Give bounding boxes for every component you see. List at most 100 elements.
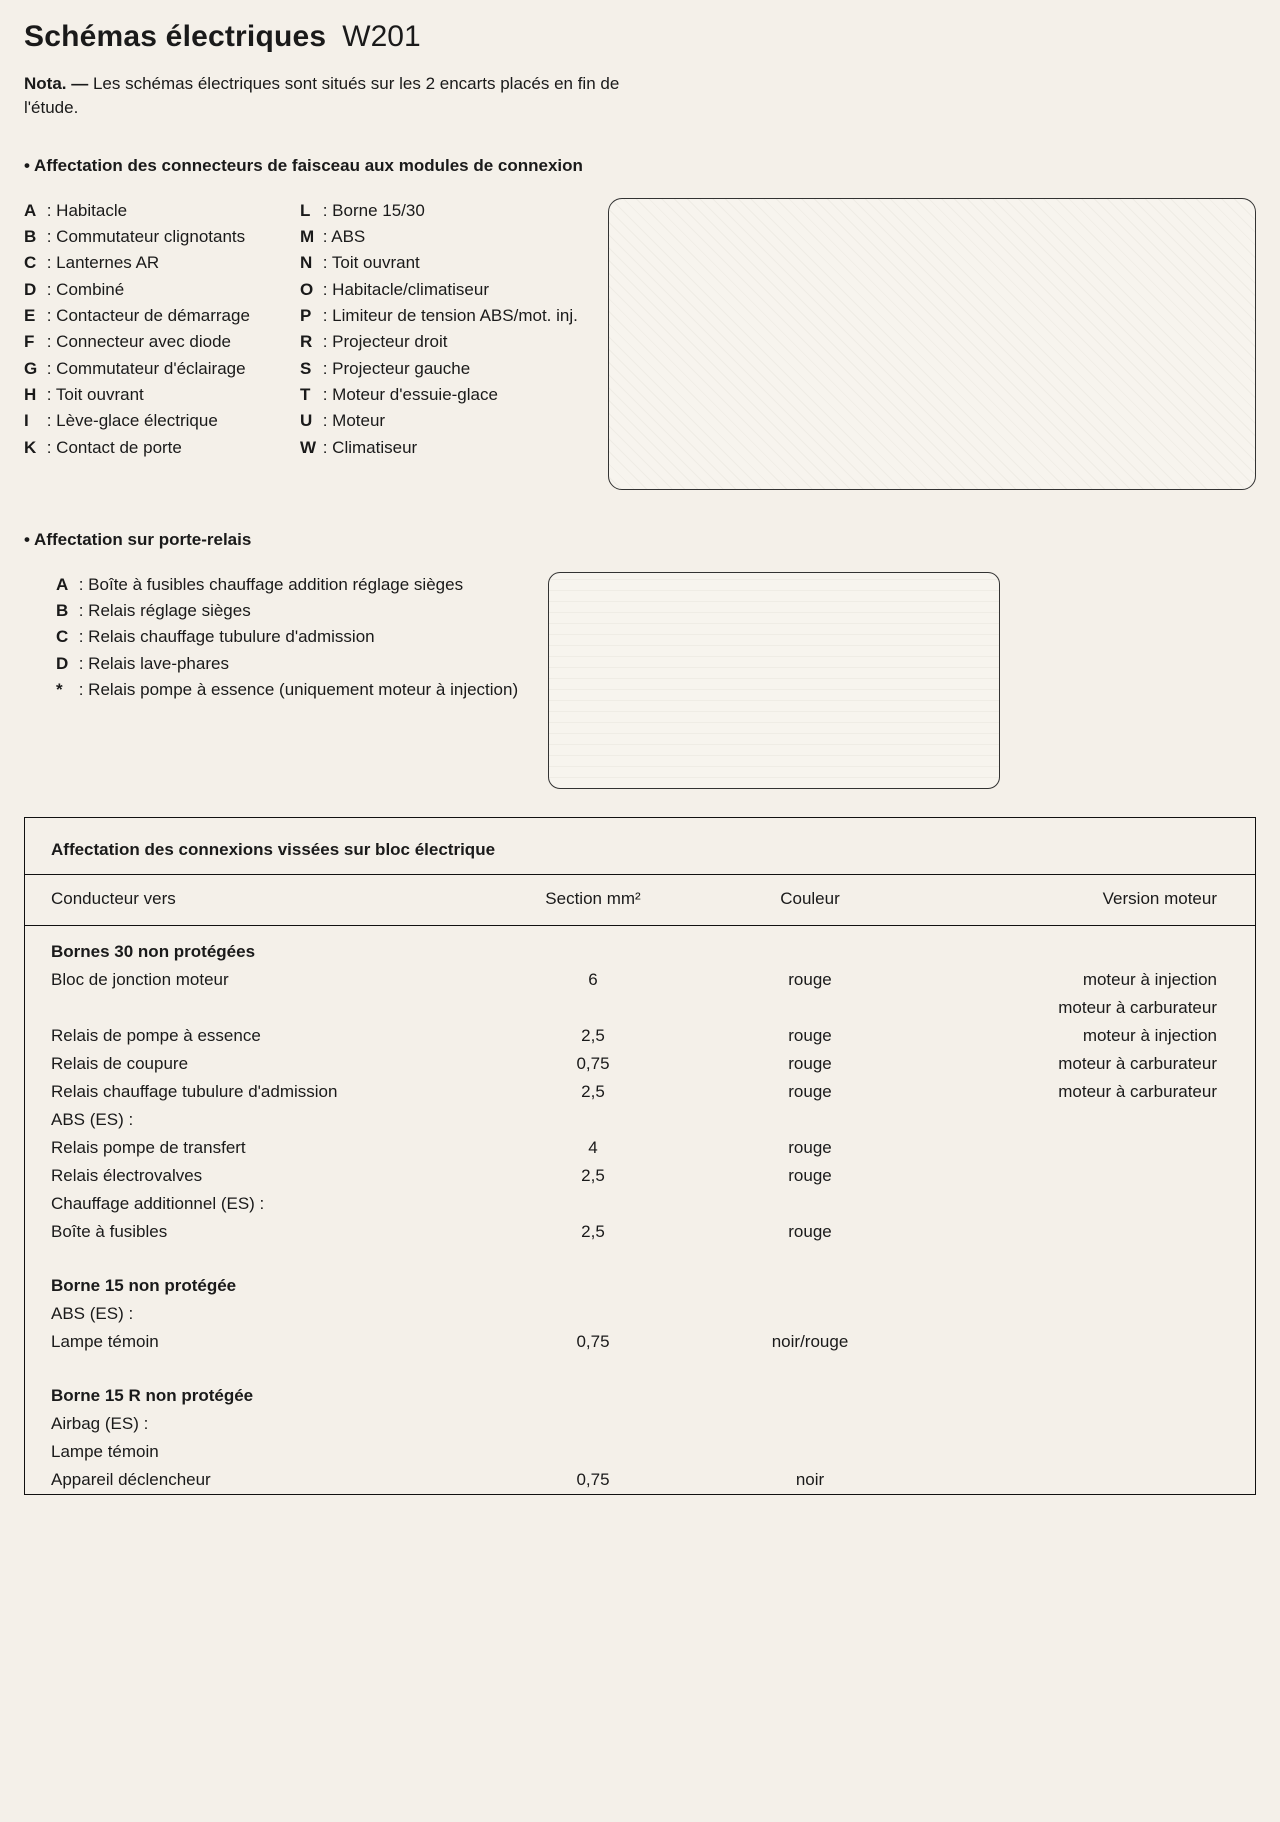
relay-key: * <box>56 677 74 703</box>
cell-conductor: ABS (ES) : <box>25 1106 497 1134</box>
table-row: Lampe témoin0,75noir/rouge <box>25 1328 1255 1356</box>
cell-conductor: Relais de coupure <box>25 1050 497 1078</box>
legend-item: C : Lanternes AR <box>24 250 264 276</box>
legend-key: M <box>300 224 318 250</box>
legend-value: Projecteur gauche <box>332 359 470 378</box>
relay-item: C : Relais chauffage tubulure d'admissio… <box>56 624 518 650</box>
cell-section: 2,5 <box>497 1022 689 1050</box>
cell-section: 0,75 <box>497 1466 689 1494</box>
cell-color: noir/rouge <box>689 1328 931 1356</box>
cell-version: moteur à injection <box>931 1022 1255 1050</box>
connector-legend: A : HabitacleB : Commutateur clignotants… <box>24 198 578 461</box>
cell-version <box>931 1134 1255 1162</box>
legend-item: A : Habitacle <box>24 198 264 224</box>
legend-key: P <box>300 303 318 329</box>
cell-conductor: Appareil déclencheur <box>25 1466 497 1494</box>
title-row: Schémas électriques W201 <box>24 20 1256 54</box>
legend-item: S : Projecteur gauche <box>300 356 578 382</box>
cell-conductor: Borne 15 R non protégée <box>25 1370 497 1410</box>
legend-value: Contact de porte <box>56 438 182 457</box>
legend-item: N : Toit ouvrant <box>300 250 578 276</box>
cell-conductor: ABS (ES) : <box>25 1300 497 1328</box>
legend-key: U <box>300 408 318 434</box>
nota-text: Les schémas électriques sont situés sur … <box>24 74 619 117</box>
relay-key: D <box>56 651 74 677</box>
legend-value: Commutateur clignotants <box>56 227 245 246</box>
cell-conductor: Chauffage additionnel (ES) : <box>25 1190 497 1218</box>
subtitle: W201 <box>342 20 420 54</box>
legend-value: Projecteur droit <box>332 332 447 351</box>
table-group-header: Borne 15 non protégée <box>25 1260 1255 1300</box>
legend-key: H <box>24 382 42 408</box>
legend-key: D <box>24 277 42 303</box>
legend-item: R : Projecteur droit <box>300 329 578 355</box>
legend-value: Moteur d'essuie-glace <box>332 385 498 404</box>
th-version: Version moteur <box>931 875 1255 926</box>
table-row: Boîte à fusibles2,5rouge <box>25 1218 1255 1246</box>
legend-key: O <box>300 277 318 303</box>
table-row: Relais de pompe à essence2,5rougemoteur … <box>25 1022 1255 1050</box>
cell-version <box>931 1260 1255 1300</box>
cell-color <box>689 994 931 1022</box>
cell-section <box>497 1410 689 1438</box>
connections-table-wrap: Affectation des connexions vissées sur b… <box>24 817 1256 1495</box>
legend-value: Limiteur de tension ABS/mot. inj. <box>332 306 578 325</box>
nota-paragraph: Nota. — Les schémas électriques sont sit… <box>24 72 644 120</box>
legend-key: A <box>24 198 42 224</box>
table-row: Relais de coupure0,75rougemoteur à carbu… <box>25 1050 1255 1078</box>
legend-key: S <box>300 356 318 382</box>
legend-value: Commutateur d'éclairage <box>56 359 245 378</box>
legend-key: T <box>300 382 318 408</box>
cell-section <box>497 1438 689 1466</box>
cell-section <box>497 1300 689 1328</box>
cell-conductor: Bloc de jonction moteur <box>25 966 497 994</box>
main-title: Schémas électriques <box>24 20 326 54</box>
legend-key: B <box>24 224 42 250</box>
relay-value: Relais lave-phares <box>88 654 229 673</box>
legend-key: E <box>24 303 42 329</box>
cell-color: rouge <box>689 1050 931 1078</box>
cell-color: noir <box>689 1466 931 1494</box>
legend-value: Borne 15/30 <box>332 201 425 220</box>
relay-key: C <box>56 624 74 650</box>
cell-conductor: Relais électrovalves <box>25 1162 497 1190</box>
cell-conductor: Boîte à fusibles <box>25 1218 497 1246</box>
cell-color <box>689 1370 931 1410</box>
legend-item: T : Moteur d'essuie-glace <box>300 382 578 408</box>
cell-version <box>931 1218 1255 1246</box>
cell-color: rouge <box>689 1162 931 1190</box>
cell-section <box>497 1260 689 1300</box>
relay-item: D : Relais lave-phares <box>56 651 518 677</box>
cell-section <box>497 1190 689 1218</box>
cell-section: 2,5 <box>497 1218 689 1246</box>
connections-table-title: Affectation des connexions vissées sur b… <box>25 818 1255 875</box>
cell-conductor: Relais chauffage tubulure d'admission <box>25 1078 497 1106</box>
legend-item: L : Borne 15/30 <box>300 198 578 224</box>
table-row: ABS (ES) : <box>25 1300 1255 1328</box>
relay-holder-diagram <box>548 572 1000 789</box>
cell-version: moteur à carburateur <box>931 1050 1255 1078</box>
legend-key: N <box>300 250 318 276</box>
table-row: ABS (ES) : <box>25 1106 1255 1134</box>
cell-version <box>931 1370 1255 1410</box>
cell-conductor: Airbag (ES) : <box>25 1410 497 1438</box>
relay-key: B <box>56 598 74 624</box>
legend-value: Climatiseur <box>332 438 417 457</box>
cell-section: 4 <box>497 1134 689 1162</box>
relay-item: B : Relais réglage sièges <box>56 598 518 624</box>
table-row: Relais pompe de transfert4rouge <box>25 1134 1255 1162</box>
relay-item: * : Relais pompe à essence (uniquement m… <box>56 677 518 703</box>
legend-value: Connecteur avec diode <box>56 332 231 351</box>
cell-conductor <box>25 994 497 1022</box>
legend-key: G <box>24 356 42 382</box>
table-row: Relais électrovalves2,5rouge <box>25 1162 1255 1190</box>
legend-item: W : Climatiseur <box>300 435 578 461</box>
legend-item: O : Habitacle/climatiseur <box>300 277 578 303</box>
relay-value: Relais chauffage tubulure d'admission <box>88 627 374 646</box>
cell-conductor: Borne 15 non protégée <box>25 1260 497 1300</box>
legend-item: M : ABS <box>300 224 578 250</box>
legend-item: G : Commutateur d'éclairage <box>24 356 264 382</box>
cell-color: rouge <box>689 1022 931 1050</box>
cell-conductor: Relais de pompe à essence <box>25 1022 497 1050</box>
table-row: Lampe témoin <box>25 1438 1255 1466</box>
